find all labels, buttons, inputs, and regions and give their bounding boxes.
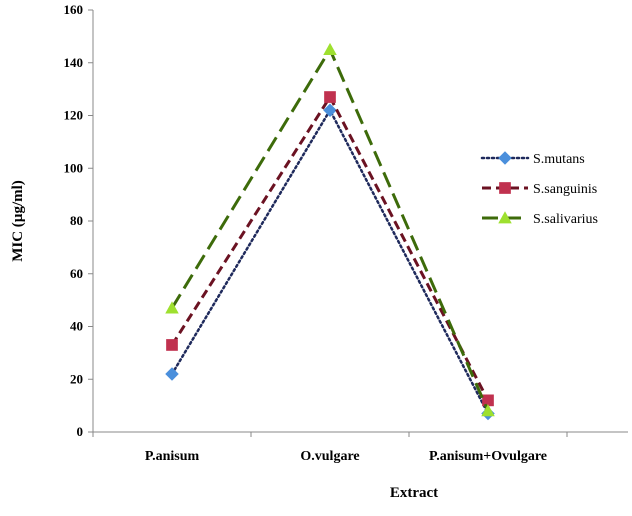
y-tick-label: 40	[70, 319, 83, 334]
data-point-diamond	[165, 367, 179, 381]
y-ticks: 0 20 40 60 80 100 120 140 160	[64, 2, 93, 439]
series-layer	[165, 42, 495, 421]
data-point-square	[499, 182, 511, 194]
data-point-triangle	[481, 404, 495, 417]
legend-item: S.salivarius	[482, 211, 598, 227]
y-tick-label: 160	[64, 2, 84, 17]
x-axis-title: Extract	[390, 485, 438, 501]
y-tick-label: 100	[64, 160, 84, 175]
x-category-label: P.anisum	[145, 449, 200, 464]
series-s-salivarius	[165, 42, 495, 417]
y-tick-label: 20	[70, 371, 83, 386]
series-line	[170, 107, 490, 415]
y-tick-label: 0	[77, 424, 84, 439]
y-axis-title: MIC (µg/ml)	[10, 180, 26, 262]
y-tick-label: 120	[64, 108, 84, 123]
legend-item: S.mutans	[480, 151, 585, 167]
y-tick-label: 60	[70, 266, 83, 281]
data-point-square	[324, 91, 336, 103]
data-point-triangle	[323, 42, 337, 55]
series-line	[170, 94, 490, 402]
data-point-square	[166, 339, 178, 351]
legend: S.mutans S.sanguinis S.salivarius	[480, 151, 598, 227]
legend-label: S.sanguinis	[533, 182, 597, 197]
series-s-sanguinis	[166, 91, 494, 407]
data-point-triangle	[165, 301, 179, 314]
legend-label: S.salivarius	[533, 212, 598, 227]
x-category-label: P.anisum+Ovulgare	[429, 449, 547, 464]
data-point-square	[482, 394, 494, 407]
data-point-triangle	[498, 211, 512, 224]
legend-label: S.mutans	[533, 152, 585, 167]
data-point-diamond	[323, 103, 337, 117]
data-point-diamond	[498, 151, 512, 165]
legend-item: S.sanguinis	[482, 182, 597, 197]
x-ticks: P.anisum O.vulgare P.anisum+Ovulgare	[92, 432, 568, 464]
x-category-label: O.vulgare	[300, 449, 359, 464]
y-tick-label: 80	[70, 213, 83, 228]
y-tick-label: 140	[64, 55, 84, 70]
series-s-mutans	[165, 103, 495, 421]
